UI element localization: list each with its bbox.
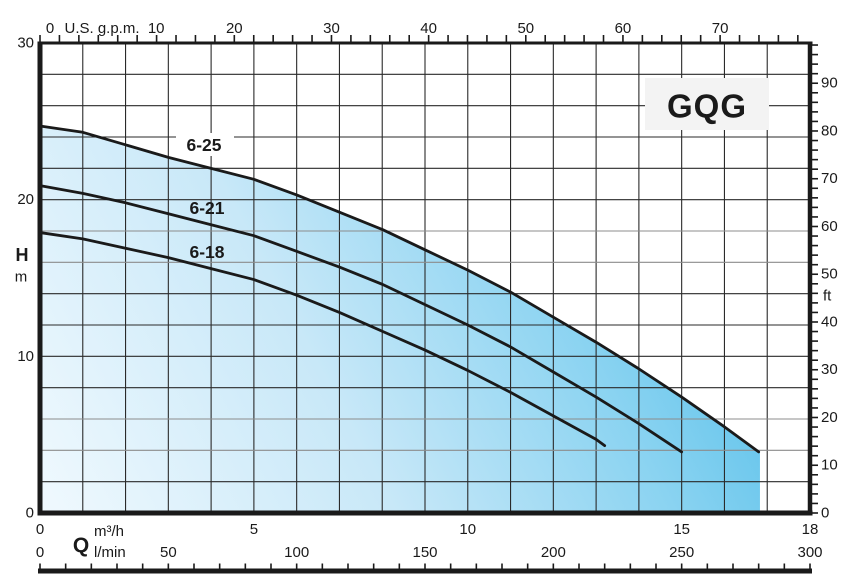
right-axis-tick-label-40: 40 [821, 313, 838, 330]
axis-tick-labels-layer: 0 10 20 30 40 50 60 703020100908070605040302010… [17, 20, 837, 561]
left-axis-label-H: H [16, 245, 29, 265]
curve-label-6-18: 6-18 [189, 242, 224, 262]
curve-label-6-25: 6-25 [186, 135, 221, 155]
left-axis-tick-label-30: 30 [17, 35, 34, 52]
right-axis-tick-label-10: 10 [821, 457, 838, 474]
bottom-m3h-tick-label-5: 5 [250, 521, 258, 538]
bottom-lmin-tick-label-0: 0 [36, 544, 44, 561]
pump-curve-6-25 [38, 124, 761, 454]
chart-title-box [645, 78, 769, 130]
left-axis-tick-label-10: 10 [17, 348, 34, 365]
pump-curve-6-21 [38, 184, 684, 454]
right-axis-tick-label-70: 70 [821, 170, 838, 187]
right-axis-tick-label-50: 50 [821, 266, 838, 283]
head-flow-envelope-fill-layer [40, 126, 760, 514]
top-axis-tick-label-20: 20 [226, 20, 243, 37]
plot-border-layer [37, 41, 813, 516]
left-axis-tick-label-20: 20 [17, 191, 34, 208]
bottom-axis-unit-m3h: m³/h [94, 523, 124, 540]
right-axis-unit-ft: ft [823, 288, 832, 305]
right-axis-tick-label-30: 30 [821, 361, 838, 378]
right-axis-tick-label-0: 0 [821, 505, 829, 522]
top-axis-tick-label-0: 0 [46, 20, 54, 37]
bottom-m3h-tick-label-15: 15 [673, 521, 690, 538]
curve-label-halo [176, 133, 234, 156]
top-axis-tick-label-60: 60 [615, 20, 632, 37]
right-axis-tick-label-80: 80 [821, 122, 838, 139]
top-axis-tick-label-30: 30 [323, 20, 340, 37]
left-axis-unit-m: m [15, 269, 28, 286]
right-axis-tick-label-20: 20 [821, 409, 838, 426]
gridline-layer [40, 43, 810, 513]
top-axis-tick-label-10: 10 [148, 20, 165, 37]
bottom-lmin-tick-label-200: 200 [541, 544, 566, 561]
right-axis-tick-label-90: 90 [821, 75, 838, 92]
chart-title: GQG [667, 88, 747, 125]
bottom-lmin-tick-label-300: 300 [797, 544, 822, 561]
bottom-m3h-tick-label-10: 10 [459, 521, 476, 538]
bottom-m3h-tick-label-0: 0 [36, 521, 44, 538]
top-axis-tick-label-40: 40 [420, 20, 437, 37]
top-axis-unit-label: U.S. g.p.m. [64, 20, 139, 37]
pump-curves-layer [38, 124, 761, 454]
right-axis-tick-label-60: 60 [821, 218, 838, 235]
bottom-axis-unit-lmin: l/min [94, 544, 126, 561]
curve-label-6-21: 6-21 [189, 198, 224, 218]
bottom-lmin-tick-label-250: 250 [669, 544, 694, 561]
pump-curve-6-18 [38, 231, 607, 448]
bottom-lmin-tick-label-50: 50 [160, 544, 177, 561]
bottom-lmin-tick-label-100: 100 [284, 544, 309, 561]
bottom-m3h-tick-label-18: 18 [802, 521, 819, 538]
top-axis-tick-label-50: 50 [517, 20, 534, 37]
left-axis-tick-label-0: 0 [26, 505, 34, 522]
top-axis-tick-label-70: 70 [712, 20, 729, 37]
bottom-lmin-tick-label-150: 150 [412, 544, 437, 561]
head-flow-envelope-fill [40, 126, 760, 514]
bottom-axis-label-Q: Q [73, 534, 89, 557]
